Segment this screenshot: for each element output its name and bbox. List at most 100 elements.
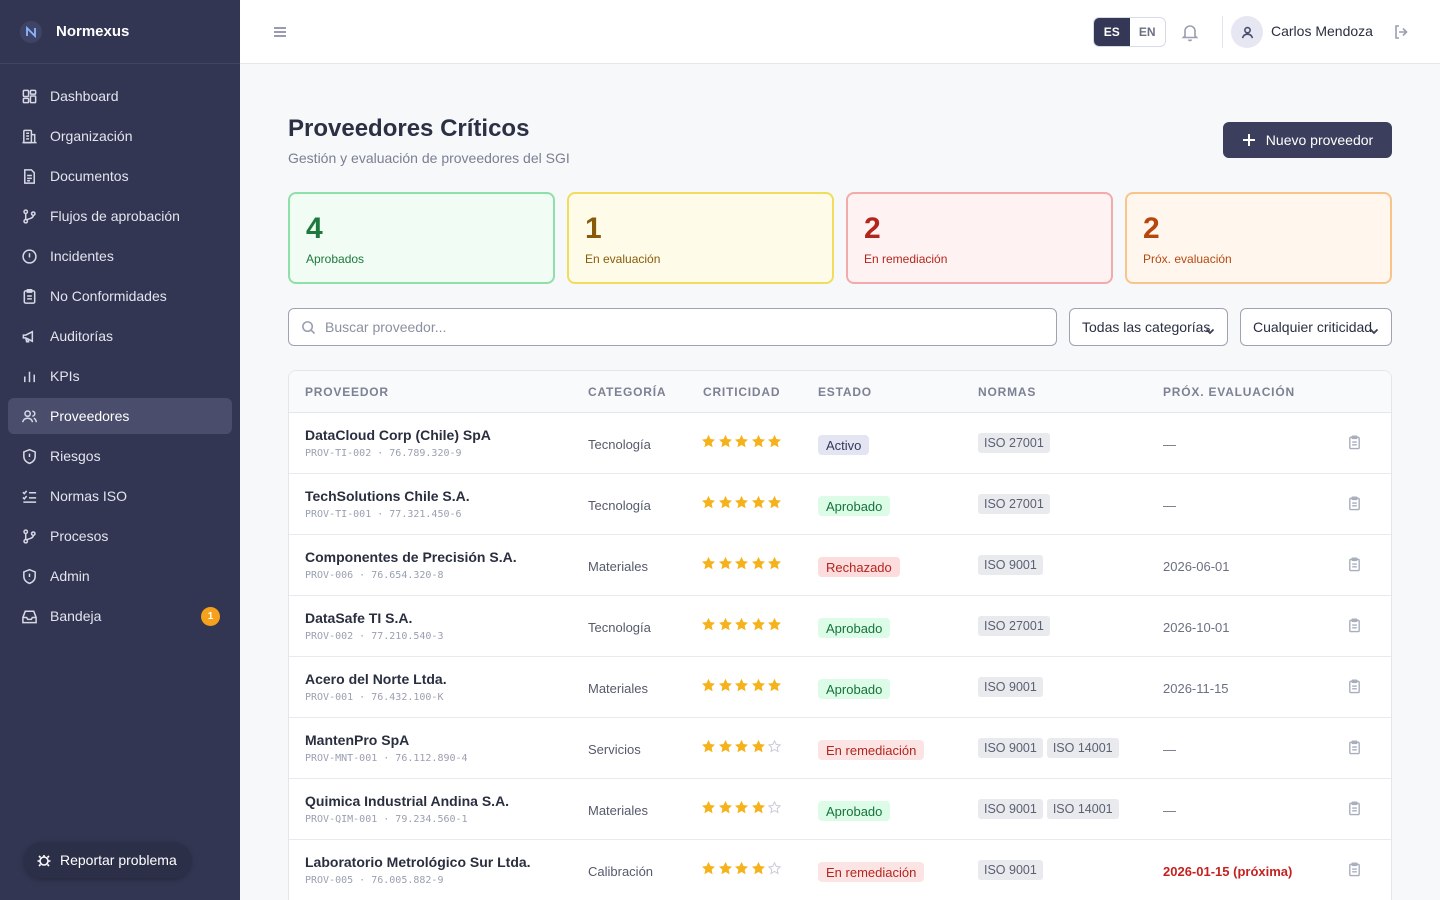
criticality-select[interactable]: Cualquier criticidad: [1240, 308, 1392, 346]
sidebar-item-normas-iso[interactable]: Normas ISO: [8, 478, 232, 514]
sidebar-item-flujos-de-aprobación[interactable]: Flujos de aprobación: [8, 198, 232, 234]
evaluate-button[interactable]: [1347, 618, 1363, 634]
list-checks-icon: [20, 487, 38, 505]
sidebar-item-documentos[interactable]: Documentos: [8, 158, 232, 194]
supplier-name[interactable]: Quimica Industrial Andina S.A.: [305, 793, 510, 809]
sidebar-item-kpis[interactable]: KPIs: [8, 358, 232, 394]
topbar: ES EN Carlos Mendoza: [240, 0, 1440, 64]
evaluate-button[interactable]: [1347, 496, 1363, 512]
report-problem-button[interactable]: Reportar problema: [24, 842, 191, 878]
sidebar-item-label: Auditorías: [50, 328, 114, 344]
supplier-code: PROV-001 · 76.432.100-K: [305, 692, 444, 703]
supplier-name[interactable]: DataCloud Corp (Chile) SpA: [305, 427, 491, 443]
sidebar-item-proveedores[interactable]: Proveedores: [8, 398, 232, 434]
table-row[interactable]: Laboratorio Metrológico Sur Ltda. PROV-00…: [289, 840, 1391, 900]
evaluate-button[interactable]: [1347, 801, 1363, 817]
star-filled-icon: [735, 496, 748, 509]
notifications-button[interactable]: [1180, 22, 1200, 42]
sidebar-item-dashboard[interactable]: Dashboard: [8, 78, 232, 114]
clipboard-icon: [1349, 557, 1360, 572]
sidebar-item-label: Proveedores: [50, 408, 130, 424]
stat-card-in-remediation[interactable]: 2 En remediación: [846, 192, 1113, 284]
star-filled-icon: [702, 618, 715, 631]
menu-icon: [274, 27, 286, 37]
new-supplier-button[interactable]: Nuevo proveedor: [1223, 122, 1392, 158]
sidebar-item-auditorías[interactable]: Auditorías: [8, 318, 232, 354]
bell-icon: [1181, 25, 1199, 42]
supplier-name[interactable]: Acero del Norte Ltda.: [305, 671, 447, 687]
norm-tag: ISO 9001: [978, 860, 1043, 880]
stat-card-approved[interactable]: 4 Aprobados: [288, 192, 555, 284]
stat-card-next-evaluation[interactable]: 2 Próx. evaluación: [1125, 192, 1392, 284]
supplier-name[interactable]: MantenPro SpA: [305, 732, 410, 748]
supplier-name[interactable]: DataSafe TI S.A.: [305, 610, 413, 626]
evaluate-button[interactable]: [1347, 740, 1363, 756]
avatar[interactable]: [1231, 16, 1263, 48]
evaluate-button[interactable]: [1347, 435, 1363, 451]
stat-value: 4: [306, 212, 323, 245]
brand[interactable]: Normexus: [0, 0, 240, 64]
table-row[interactable]: Componentes de Precisión S.A. PROV-006 · …: [289, 535, 1391, 596]
status-badge: Aprobado: [818, 618, 891, 638]
evaluate-button[interactable]: [1347, 557, 1363, 573]
evaluate-button[interactable]: [1347, 679, 1363, 695]
sidebar-item-riesgos[interactable]: Riesgos: [8, 438, 232, 474]
search-input[interactable]: [325, 319, 1025, 335]
supplier-category: Materiales: [588, 559, 648, 574]
lang-en-button[interactable]: EN: [1138, 25, 1156, 39]
supplier-name[interactable]: Componentes de Precisión S.A.: [305, 549, 517, 565]
star-filled-icon: [702, 740, 715, 753]
star-filled-icon: [718, 435, 732, 448]
table-row[interactable]: Quimica Industrial Andina S.A. PROV-QIM-0…: [289, 779, 1391, 840]
suppliers-table: PROVEEDOR CATEGORÍA CRITICIDAD ESTADO NO…: [288, 370, 1392, 900]
star-filled-icon: [735, 557, 748, 570]
next-evaluation-date: 2026-11-15: [1163, 681, 1229, 696]
table-row[interactable]: Acero del Norte Ltda. PROV-001 · 76.432.1…: [289, 657, 1391, 718]
sidebar-nav: Dashboard Organización Documentos Flujos de…: [0, 64, 240, 634]
star-filled-icon: [768, 557, 781, 570]
supplier-category: Tecnología: [588, 498, 651, 513]
star-filled-icon: [751, 618, 765, 631]
header-supplier[interactable]: PROVEEDOR: [305, 385, 389, 399]
header-next-evaluation[interactable]: PRÓX. EVALUACIÓN: [1163, 385, 1295, 399]
star-filled-icon: [718, 557, 732, 570]
star-filled-icon: [702, 862, 715, 875]
star-filled-icon: [768, 679, 781, 692]
status-badge: Rechazado: [818, 557, 900, 577]
table-row[interactable]: DataCloud Corp (Chile) SpA PROV-TI-002 · …: [289, 413, 1391, 474]
supplier-name[interactable]: Laboratorio Metrológico Sur Ltda.: [305, 854, 531, 870]
sidebar-item-incidentes[interactable]: Incidentes: [8, 238, 232, 274]
norms-list: ISO 27001: [978, 494, 1054, 514]
sidebar-item-procesos[interactable]: Procesos: [8, 518, 232, 554]
status-badge: En remediación: [818, 862, 925, 882]
star-filled-icon: [702, 435, 715, 448]
sidebar-item-label: Dashboard: [50, 88, 119, 104]
star-filled-icon: [735, 435, 748, 448]
table-row[interactable]: DataSafe TI S.A. PROV-002 · 77.210.540-3 T…: [289, 596, 1391, 657]
git-branch-icon: [20, 207, 38, 225]
header-status[interactable]: ESTADO: [818, 385, 872, 399]
evaluate-button[interactable]: [1347, 862, 1363, 878]
header-category[interactable]: CATEGORÍA: [588, 385, 667, 399]
sidebar-item-admin[interactable]: Admin: [8, 558, 232, 594]
menu-toggle-button[interactable]: [270, 22, 290, 42]
next-evaluation-date: —: [1163, 498, 1176, 513]
sidebar-item-no-conformidades[interactable]: No Conformidades: [8, 278, 232, 314]
lang-es-button[interactable]: ES: [1094, 18, 1130, 46]
stat-label: Próx. evaluación: [1143, 252, 1232, 266]
new-supplier-label: Nuevo proveedor: [1265, 132, 1374, 148]
sidebar-item-organización[interactable]: Organización: [8, 118, 232, 154]
user-name[interactable]: Carlos Mendoza: [1271, 23, 1373, 39]
category-select[interactable]: Todas las categorías: [1069, 308, 1228, 346]
inbox-count-badge: 1: [201, 607, 220, 626]
supplier-name[interactable]: TechSolutions Chile S.A.: [305, 488, 470, 504]
header-criticality[interactable]: CRITICIDAD: [703, 385, 781, 399]
table-row[interactable]: MantenPro SpA PROV-MNT-001 · 76.112.890-4…: [289, 718, 1391, 779]
table-row[interactable]: TechSolutions Chile S.A. PROV-TI-001 · 77…: [289, 474, 1391, 535]
sidebar-item-bandeja[interactable]: Bandeja 1: [8, 598, 232, 634]
stat-card-in-evaluation[interactable]: 1 En evaluación: [567, 192, 834, 284]
header-norms[interactable]: NORMAS: [978, 385, 1037, 399]
status-badge: Activo: [818, 435, 870, 455]
star-empty-icon: [768, 801, 781, 814]
logout-button[interactable]: [1392, 23, 1410, 41]
